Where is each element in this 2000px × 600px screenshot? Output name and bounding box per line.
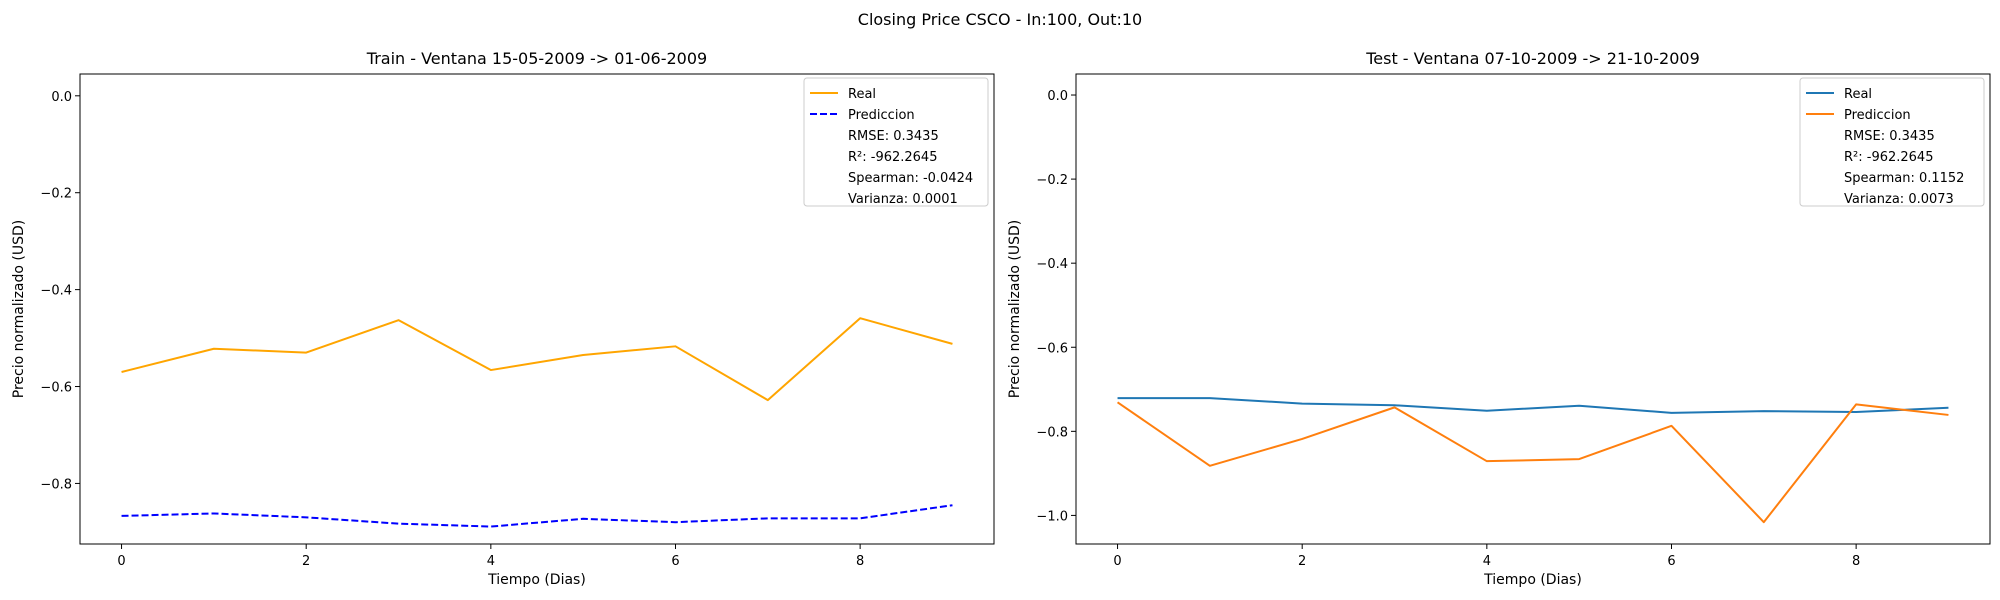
train-axes-frame <box>79 73 995 545</box>
test-legend-stat: R²: -962.2645 <box>1844 150 1933 165</box>
train-y-tick-label: −0.4 <box>40 284 72 299</box>
train-x-tick-label: 6 <box>671 554 679 569</box>
train-x-tick-label: 8 <box>856 554 864 569</box>
train-legend-stat: RMSE: 0.3435 <box>848 129 939 144</box>
figure-title: Closing Price CSCO - In:100, Out:10 <box>858 10 1142 29</box>
test-y-axis-label: Precio normalizado (USD) <box>1007 220 1023 398</box>
test-series-real-line <box>1117 397 1949 414</box>
train-y-tick-label: 0.0 <box>51 90 72 105</box>
test-legend-label-prediccion: Prediccion <box>1844 108 1911 123</box>
train-legend-label-real: Real <box>848 87 876 102</box>
test-x-tick-label: 0 <box>1113 554 1121 569</box>
test-y-tick-label: −0.6 <box>1036 341 1068 356</box>
test-legend-stat: Varianza: 0.0073 <box>1844 192 1954 207</box>
test-y-tick-label: −0.8 <box>1036 425 1068 440</box>
train-y-axis-label: Precio normalizado (USD) <box>11 220 27 398</box>
train-legend-label-prediccion: Prediccion <box>848 108 915 123</box>
test-legend-label-real: Real <box>1844 87 1872 102</box>
test-axes-frame <box>1075 73 1991 545</box>
train-x-axis-label: Tiempo (Dias) <box>487 572 586 588</box>
train-legend-stat: Spearman: -0.0424 <box>848 171 973 186</box>
test-legend-stat: RMSE: 0.3435 <box>1844 129 1935 144</box>
test-x-axis-label: Tiempo (Dias) <box>1483 572 1582 588</box>
test-x-tick-label: 8 <box>1852 554 1860 569</box>
train-chart-panel: Train - Ventana 15-05-2009 -> 01-06-2009… <box>11 49 995 588</box>
test-chart-panel: Test - Ventana 07-10-2009 -> 21-10-2009 0… <box>1007 49 1991 588</box>
train-x-tick-label: 2 <box>302 554 310 569</box>
train-subplot-title: Train - Ventana 15-05-2009 -> 01-06-2009 <box>366 49 707 68</box>
train-legend-stat: Varianza: 0.0001 <box>848 192 958 207</box>
test-y-tick-label: −0.4 <box>1036 257 1068 272</box>
test-x-tick-label: 2 <box>1298 554 1306 569</box>
train-series-real-line <box>121 317 953 402</box>
train-legend-box <box>803 77 989 207</box>
test-x-tick-label: 4 <box>1483 554 1491 569</box>
train-x-tick-label: 0 <box>117 554 125 569</box>
train-y-tick-label: −0.6 <box>40 381 72 396</box>
test-subplot-title: Test - Ventana 07-10-2009 -> 21-10-2009 <box>1365 49 1700 68</box>
train-legend-stat: R²: -962.2645 <box>848 150 937 165</box>
train-y-tick-label: −0.8 <box>40 477 72 492</box>
test-x-tick-label: 6 <box>1667 554 1675 569</box>
train-y-tick-label: −0.2 <box>40 187 72 202</box>
train-legend: Real Prediccion RMSE: 0.3435 R²: -962.2645 S… <box>803 77 989 207</box>
test-y-tick-label: 0.0 <box>1047 89 1068 104</box>
test-y-tick-label: −1.0 <box>1036 509 1068 524</box>
train-series-prediccion-line <box>121 504 953 528</box>
test-series-prediccion-line <box>1116 401 1949 524</box>
train-x-tick-label: 4 <box>487 554 495 569</box>
test-legend-stat: Spearman: 0.1152 <box>1844 171 1964 186</box>
test-legend: Real Prediccion RMSE: 0.3435 R²: -962.2645 S… <box>1799 77 1985 207</box>
test-legend-box <box>1799 77 1985 207</box>
test-y-tick-label: −0.2 <box>1036 173 1068 188</box>
